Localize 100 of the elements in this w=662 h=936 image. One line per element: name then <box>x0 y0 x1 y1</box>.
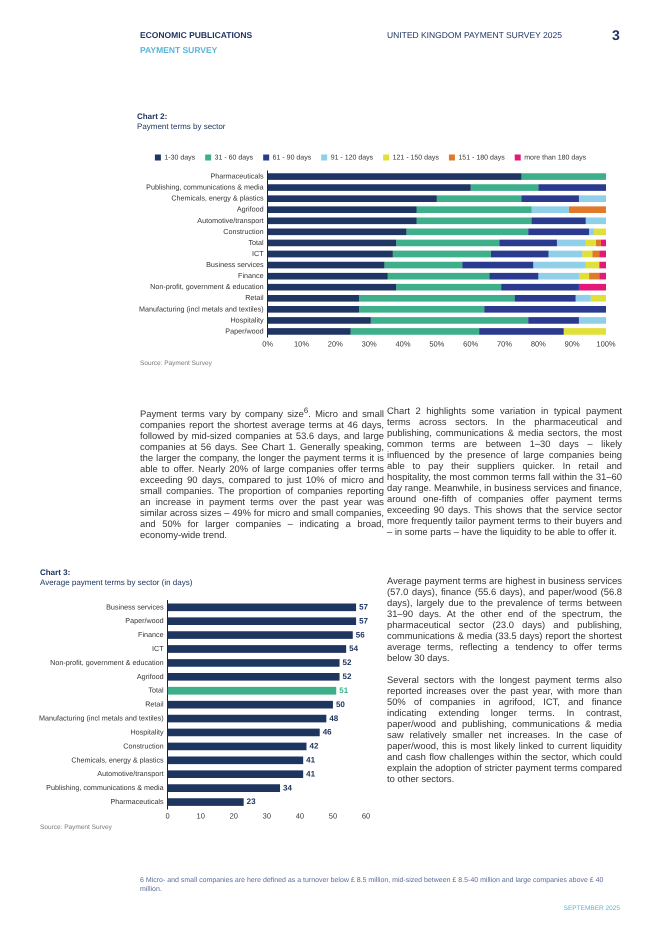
text: Several sectors with the longest payment terms also reported increases over the past year, with more than 50% of companies in agrifood, ICT, and finance indicating extending longer terms. In contrast, paper/wood and publishing, communications & media saw relatively smaller net increases. In the case of paper/wood, this is most likely linked to current liquidity and cash flow challenges within the sector, which could explain the adoption of stricter payment terms compared to other sectors. <box>387 674 622 784</box>
bar <box>600 240 606 246</box>
bar <box>168 659 340 667</box>
bar <box>590 294 606 302</box>
text: Payment terms vary by company size$^{6}$. Micro and small companies report the shortest average terms at 46 days, followed by mid-sized companies at 53.6 days, and large companies at 56 days. See Chart 1. Generally speaking, the larger the company, the longer the payment terms it is able to offer. Nearly 20% of large companies offer terms exceeding 90 days, compared to just 10% of micro and small companies. The proportion of companies reporting an increase in payment terms over the past year was similar across sizes – 49% for micro and small companies, and 50% for larger companies – indicating a broad, economy-wide trend. <box>140 406 384 540</box>
bar <box>168 686 336 695</box>
text: Chart 2: <box>137 112 168 121</box>
bar <box>268 317 371 324</box>
bar <box>168 728 320 736</box>
data-label: 41 <box>306 756 316 765</box>
bar <box>479 328 564 335</box>
bar <box>396 240 500 246</box>
bar <box>388 272 490 280</box>
data-label: 23 <box>246 797 256 806</box>
bar <box>462 262 534 268</box>
bar <box>589 272 600 280</box>
bar <box>268 195 437 202</box>
bar <box>406 228 528 236</box>
data-label: 41 <box>306 769 316 778</box>
text: Chart 2 highlights some variation in typical payment terms across sectors. In the pharmaceutical and publishing, communications & media sectors, the most common terms are between 1–30 days – likely influenced by the presence of large companies being able to pay their suppliers quicker. In retail and hospitality, the most common terms fall within the 31–60 day range. Meanwhile, in business services and finance, around one-fifth of companies offer payment terms exceeding 90 days. This shows that the service sector more frequently tailor payment terms to their buyers and – in some parts – have the liquidity to be able to offer it. <box>387 405 622 537</box>
bar <box>358 294 515 302</box>
bar <box>596 240 601 246</box>
bar <box>532 217 586 224</box>
bar <box>268 250 393 258</box>
data-label: 42 <box>309 742 319 751</box>
bar <box>268 240 396 246</box>
bar <box>268 284 396 291</box>
bar <box>370 317 528 324</box>
bar <box>470 184 538 191</box>
bar <box>416 206 532 214</box>
bar <box>501 284 579 291</box>
bar <box>396 284 502 291</box>
data-label: 46 <box>322 728 332 737</box>
bar <box>168 700 333 708</box>
data-label: 34 <box>283 783 292 792</box>
bar <box>484 306 606 313</box>
bar <box>168 798 244 806</box>
data-label: 56 <box>356 630 366 640</box>
bar <box>416 217 532 224</box>
bar <box>538 184 606 191</box>
bar <box>521 173 606 180</box>
bar <box>578 317 606 324</box>
bar <box>528 317 579 324</box>
bar <box>268 306 359 313</box>
bar <box>268 184 471 191</box>
bar <box>168 631 353 639</box>
data-label: 57 <box>359 602 369 612</box>
bar <box>599 250 606 258</box>
bar <box>589 228 594 236</box>
bar <box>568 206 606 214</box>
bar <box>168 673 340 681</box>
data-label: 57 <box>359 616 369 626</box>
bar <box>528 228 590 236</box>
bar <box>586 217 606 224</box>
text: Average payment terms are highest in business services (57.0 days), finance (55.6 days), and paper/wood (56.8 days), largely due to the prevalence of terms between 31–90 days. At the other end of the spectrum, the pharmaceutical sector (23.0 days) and publishing, communications & media (33.5 days) report the shortest average terms, reflecting a tendency to offer terms below 30 days. <box>387 575 622 663</box>
bar <box>521 195 579 202</box>
bar <box>599 272 606 280</box>
bar <box>533 262 586 268</box>
text: ECONOMIC PUBLICATIONS <box>140 30 252 40</box>
data-label: 50 <box>336 700 346 709</box>
bar <box>578 272 590 280</box>
text: UNITED KINGDOM PAYMENT SURVEY 2025 <box>387 30 563 40</box>
bar <box>268 262 384 268</box>
data-label: 54 <box>349 644 359 654</box>
bar <box>578 284 606 291</box>
bar <box>586 262 600 268</box>
bar <box>556 240 586 246</box>
bar <box>268 294 359 302</box>
bar <box>586 240 596 246</box>
data-label: 48 <box>329 714 339 723</box>
bar <box>582 250 592 258</box>
data-label: 52 <box>342 672 352 682</box>
text: PAYMENT SURVEY <box>140 45 218 55</box>
bar <box>538 272 579 280</box>
bar <box>490 250 548 258</box>
bar <box>358 306 484 313</box>
bar <box>578 195 606 202</box>
text: 3 <box>612 27 621 43</box>
bar <box>384 262 462 268</box>
bar <box>499 240 557 246</box>
bar <box>548 250 582 258</box>
bar <box>599 262 606 268</box>
bar <box>436 195 522 202</box>
bar <box>168 770 304 778</box>
data-label: 51 <box>339 686 349 695</box>
bar <box>350 328 480 335</box>
bar <box>168 714 326 722</box>
bar <box>268 272 388 280</box>
chart-subtitle: Average payment terms by sector (in days) <box>40 578 192 587</box>
text: Chart 3: <box>40 568 70 577</box>
bar <box>268 206 417 214</box>
bar <box>392 250 491 258</box>
bar <box>268 228 406 236</box>
bar <box>514 294 576 302</box>
bar <box>268 328 351 335</box>
bar <box>564 328 606 335</box>
bar <box>532 206 569 214</box>
bar <box>168 617 356 626</box>
text: Payment terms by sector <box>137 122 226 131</box>
data-label: 52 <box>342 658 352 668</box>
